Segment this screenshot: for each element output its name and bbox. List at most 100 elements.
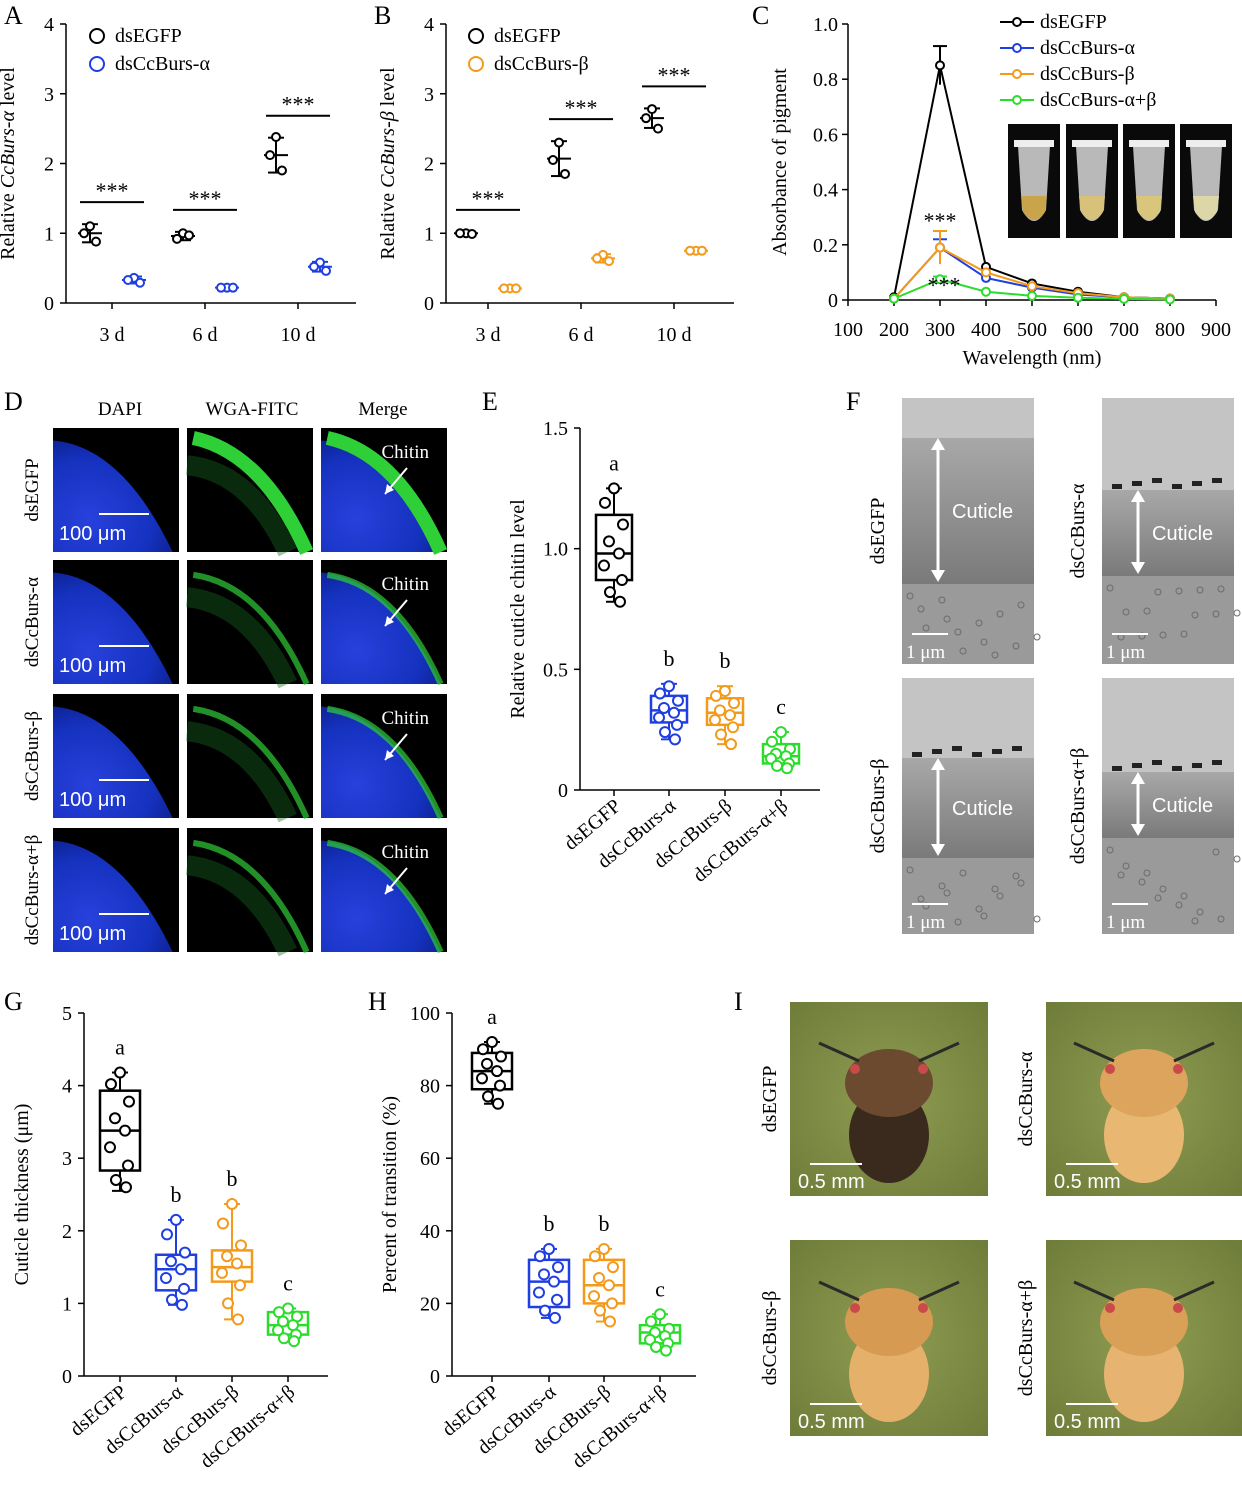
- y-tick-label: 0: [62, 1366, 72, 1388]
- tem-texture: [996, 610, 1004, 618]
- data-point: [114, 1066, 126, 1079]
- data-point: [265, 150, 275, 161]
- y-tick-label: 5: [62, 1003, 72, 1025]
- tem-texture: [1217, 585, 1225, 593]
- y-tick-label: 1.0: [543, 539, 568, 561]
- tube-liquid: [1079, 196, 1105, 220]
- group-letter: b: [664, 646, 675, 671]
- data-point: [616, 574, 628, 587]
- tem-cuticle-layer: [902, 758, 1034, 858]
- tem-background: [902, 678, 1034, 758]
- data-point: [235, 1239, 247, 1252]
- nymph-eye: [918, 1064, 928, 1074]
- x-axis-label: Wavelength (nm): [963, 347, 1102, 369]
- y-tick-label: 2: [62, 1221, 72, 1243]
- data-point: [477, 1043, 489, 1056]
- data-point: [178, 1282, 190, 1295]
- data-point: [455, 228, 465, 239]
- data-point: [607, 1261, 619, 1274]
- data-point: [491, 1065, 503, 1078]
- data-point: [272, 1324, 284, 1337]
- data-point: [278, 1332, 290, 1345]
- tem-texture: [975, 905, 983, 913]
- tem-texture: [1017, 601, 1025, 609]
- scale-bar-label: 1 μm: [1106, 912, 1145, 933]
- chitin-signal: [325, 431, 448, 555]
- significance-label: ***: [658, 62, 691, 87]
- data-point: [697, 245, 707, 256]
- data-point: [604, 586, 616, 599]
- y-tick-label: 4: [62, 1076, 72, 1098]
- y-tick-label: 4: [424, 14, 434, 36]
- tissue-autofluor: [185, 721, 297, 823]
- tem-texture: [1106, 584, 1114, 592]
- data-point: [1165, 294, 1175, 305]
- data-point: [79, 228, 89, 239]
- y-axis-label: Relative cuticle chitin level: [507, 499, 529, 719]
- tissue-autofluor: [185, 855, 297, 957]
- nymph-antenna: [1173, 1041, 1215, 1063]
- tem-texture: [1017, 879, 1025, 887]
- legend-marker: [89, 56, 105, 72]
- data-point: [594, 1304, 606, 1317]
- data-point: [495, 1050, 507, 1063]
- y-tick-label: 4: [44, 14, 54, 36]
- x-tick-label: 3 d: [100, 324, 125, 346]
- group-letter: a: [609, 450, 619, 475]
- y-tick-label: 1: [44, 223, 54, 245]
- legend-marker: [1012, 17, 1022, 27]
- tem-texture: [1106, 846, 1114, 854]
- row-label: dsCcBurs-α: [22, 577, 43, 667]
- panel-letter-G: G: [4, 987, 23, 1016]
- data-point: [1027, 281, 1037, 292]
- legend-label: dsCcBurs-β: [1040, 63, 1135, 85]
- data-point: [766, 735, 778, 748]
- data-point: [715, 728, 727, 741]
- data-point: [321, 265, 331, 276]
- y-tick-label: 1.5: [543, 418, 568, 440]
- tem-texture: [1212, 610, 1220, 618]
- tem-texture: [1196, 586, 1204, 594]
- data-point: [166, 1293, 178, 1306]
- panel-f-tem: dsEGFP Cuticle 1 μm dsCcBurs-α Cuticle 1 μm ds…: [867, 398, 1241, 934]
- tem-texture: [980, 912, 988, 920]
- chitin-arrowhead: [385, 484, 394, 494]
- row-label: dsCcBurs-β: [22, 711, 43, 801]
- nymph-antenna: [1173, 1280, 1215, 1302]
- tem-texture: [1191, 917, 1199, 925]
- tem-texture: [954, 918, 962, 926]
- photo-row-label: dsCcBurs-α: [1015, 1051, 1037, 1146]
- data-point: [481, 1057, 493, 1070]
- tissue-autofluor: [185, 455, 297, 557]
- tem-debris: [952, 746, 962, 751]
- tem-cuticle-layer: [1102, 772, 1234, 838]
- data-point: [91, 236, 101, 247]
- panel-c-chart: 0 0.2 0.4 0.6 0.8 1.0 100 200 300 400 500 600 700 800…: [769, 11, 1231, 369]
- tem-debris: [1192, 763, 1202, 768]
- tem-row-label: dsCcBurs-β: [867, 759, 889, 854]
- data-point: [123, 274, 133, 285]
- scale-bar-label: 0.5 mm: [798, 1171, 865, 1193]
- data-point: [231, 1257, 243, 1270]
- data-point: [110, 1173, 122, 1186]
- data-point: [660, 1344, 672, 1357]
- tem-background: [902, 398, 1034, 438]
- tem-texture: [1122, 608, 1130, 616]
- chitin-signal: [326, 839, 444, 954]
- data-point: [543, 1242, 555, 1255]
- tem-texture: [1154, 894, 1162, 902]
- x-tick-label: 3 d: [476, 324, 501, 346]
- data-point: [499, 283, 509, 294]
- group-letter: a: [487, 1004, 497, 1029]
- tem-texture: [1233, 609, 1241, 617]
- chitin-signal: [191, 431, 314, 555]
- nymph-thorax: [1100, 1049, 1188, 1117]
- data-point: [728, 697, 740, 710]
- data-point: [170, 1213, 182, 1226]
- tissue-autofluor: [185, 587, 297, 689]
- significance-label: ***: [189, 186, 222, 211]
- data-point: [935, 60, 945, 71]
- nymph-thorax: [845, 1049, 933, 1117]
- legend-marker: [89, 28, 105, 44]
